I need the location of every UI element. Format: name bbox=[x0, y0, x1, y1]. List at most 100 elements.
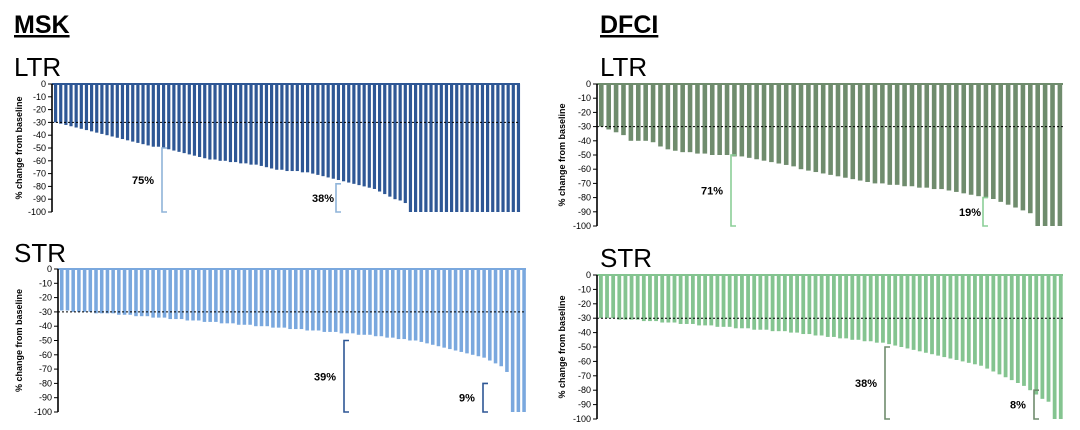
msk-ltr-bar bbox=[506, 84, 510, 212]
msk-ltr-bar bbox=[378, 84, 382, 192]
dfci-ltr-tick-label: 0 bbox=[586, 79, 591, 89]
dfci-str-bar bbox=[997, 275, 1002, 375]
dfci-ltr-chart: LTR % change from baseline 0 -10 -20 -30 -40 -5… bbox=[557, 52, 1063, 231]
msk-ltr-bar bbox=[54, 84, 58, 123]
dfci-ltr-bar bbox=[665, 84, 671, 150]
msk-ltr-title: LTR bbox=[14, 52, 61, 82]
msk-ltr-bar bbox=[367, 84, 371, 188]
dfci-str-bar bbox=[733, 275, 738, 329]
msk-str-bar bbox=[185, 269, 190, 321]
dfci-ltr-bar bbox=[968, 84, 974, 195]
dfci-ltr-bar bbox=[806, 84, 811, 171]
msk-ltr-bar bbox=[69, 84, 73, 127]
dfci-str-tick-label: -100 bbox=[573, 414, 591, 424]
msk-ltr-bar bbox=[295, 84, 299, 172]
msk-ltr-bar bbox=[110, 84, 114, 137]
dfci-ltr-bar bbox=[939, 84, 944, 190]
dfci-ltr-bar bbox=[1050, 84, 1055, 226]
dfci-ltr-bar bbox=[820, 84, 826, 174]
dfci-ltr-bar bbox=[1005, 84, 1011, 205]
msk-ltr-bar bbox=[59, 84, 63, 124]
msk-str-bar bbox=[82, 269, 87, 312]
dfci-ltr-bar bbox=[761, 84, 767, 161]
msk-str-bar bbox=[499, 269, 503, 367]
dfci-str-bar bbox=[985, 275, 990, 369]
msk-str-bar bbox=[271, 269, 275, 328]
msk-ltr-bar bbox=[455, 84, 459, 212]
msk-ltr-bar bbox=[187, 84, 191, 155]
msk-str-y-axis-label: % change from baseline bbox=[14, 289, 24, 392]
msk-ltr-bar bbox=[393, 84, 397, 200]
dfci-str-bar bbox=[648, 275, 652, 322]
msk-str-tick-label: -20 bbox=[39, 293, 52, 303]
msk-str-bar bbox=[128, 269, 133, 315]
dfci-str-bar bbox=[635, 275, 640, 320]
msk-ltr-bar bbox=[120, 84, 125, 140]
dfci-str-bar bbox=[832, 275, 836, 337]
msk-ltr-bar bbox=[270, 84, 274, 169]
msk-str-bar bbox=[345, 269, 349, 334]
msk-ltr-bar bbox=[491, 84, 495, 212]
msk-ltr-bar bbox=[100, 84, 104, 134]
msk-str-bar bbox=[396, 269, 401, 340]
msk-str-bar bbox=[516, 269, 521, 412]
msk-ltr-bar bbox=[192, 84, 197, 156]
dfci-str-tick-label: -70 bbox=[578, 371, 591, 381]
dfci-header: DFCI bbox=[600, 11, 658, 39]
msk-ltr-bar bbox=[362, 84, 366, 187]
msk-ltr-bar bbox=[79, 84, 83, 129]
dfci-ltr-bar bbox=[687, 84, 693, 153]
dfci-str-bar bbox=[813, 275, 818, 336]
dfci-str-bar bbox=[1003, 275, 1008, 378]
msk-ltr-bar bbox=[285, 84, 289, 172]
dfci-ltr-bar bbox=[724, 84, 730, 155]
msk-str-bar bbox=[77, 269, 81, 312]
msk-ltr-bar bbox=[172, 84, 176, 151]
dfci-str-bar bbox=[905, 275, 910, 349]
msk-ltr-bar bbox=[177, 84, 181, 152]
dfci-ltr-bar bbox=[954, 84, 959, 192]
dfci-ltr-bar bbox=[658, 84, 663, 147]
msk-ltr-bar bbox=[352, 84, 356, 184]
dfci-str-bar bbox=[623, 275, 628, 320]
msk-ltr-bar bbox=[306, 84, 310, 173]
msk-str-tick-label: -50 bbox=[39, 336, 52, 346]
msk-ltr-bar bbox=[501, 84, 505, 212]
dfci-str-bar bbox=[856, 275, 861, 340]
msk-ltr-bar bbox=[480, 84, 485, 212]
dfci-ltr-bar bbox=[783, 84, 789, 165]
msk-str-bar bbox=[71, 269, 75, 312]
dfci-ltr-bar bbox=[983, 84, 989, 198]
dfci-str-bar bbox=[617, 275, 622, 320]
dfci-str-bar bbox=[660, 275, 665, 323]
msk-ltr-tick-label: -30 bbox=[33, 117, 46, 127]
dfci-str-bar bbox=[1052, 275, 1057, 419]
msk-str-bar bbox=[322, 269, 327, 332]
msk-ltr-bar bbox=[372, 84, 377, 189]
dfci-ltr-bar bbox=[628, 84, 634, 141]
dfci-ltr-bar bbox=[880, 84, 885, 184]
msk-str-bar bbox=[265, 269, 269, 327]
msk-str-tick-label: 0 bbox=[47, 264, 52, 274]
dfci-ltr-bar bbox=[924, 84, 930, 188]
msk-ltr-bar bbox=[90, 84, 94, 132]
msk-str-tick-label: -70 bbox=[39, 364, 52, 374]
dfci-ltr-bar bbox=[850, 84, 856, 180]
msk-ltr-bar bbox=[321, 84, 325, 177]
dfci-str-bar bbox=[966, 275, 971, 363]
dfci-str-bar bbox=[1022, 275, 1026, 386]
dfci-str-bar bbox=[611, 275, 616, 319]
dfci-str-bar bbox=[801, 275, 806, 335]
msk-ltr-bar bbox=[311, 84, 315, 174]
dfci-ltr-bar bbox=[680, 84, 685, 153]
msk-ltr-bar bbox=[460, 84, 464, 212]
dfci-ltr-annotation-label: 71% bbox=[701, 186, 723, 198]
dfci-str-bar bbox=[752, 275, 757, 330]
dfci-str-bar bbox=[893, 275, 898, 346]
dfci-str-tick-label: -10 bbox=[578, 284, 591, 294]
msk-str-bar bbox=[242, 269, 247, 325]
msk-ltr-bar bbox=[290, 84, 294, 172]
msk-ltr-bar bbox=[162, 84, 166, 148]
dfci-ltr-bar bbox=[1028, 84, 1033, 214]
